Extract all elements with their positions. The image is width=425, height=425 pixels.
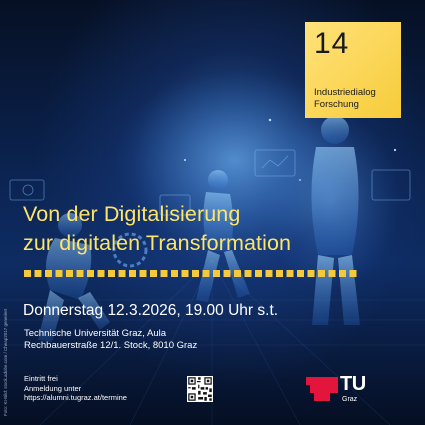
image-credit: Foto: KI-Bild: stock.adobe.com / Cheap20…	[3, 308, 8, 416]
series-label-line-1: Industriedialog	[314, 87, 376, 98]
divider-square	[297, 270, 304, 277]
divider-square	[66, 270, 73, 277]
divider-square	[150, 270, 157, 277]
divider-square	[223, 270, 231, 277]
divider-square	[24, 270, 31, 277]
divider-square	[276, 270, 283, 277]
divider-square	[213, 270, 220, 277]
divider-square	[160, 270, 168, 277]
divider-square	[339, 270, 346, 277]
registration-info: Eintritt frei Anmeldung unter https://al…	[24, 374, 127, 403]
event-title: Von der Digitalisierung zur digitalen Tr…	[23, 200, 403, 258]
divider-square	[328, 270, 336, 277]
divider-square	[34, 270, 42, 277]
divider-square	[202, 270, 210, 277]
divider-square	[349, 270, 357, 277]
divider-square	[108, 270, 115, 277]
venue-name: Technische Universität Graz, Aula	[24, 328, 167, 339]
divider-square	[255, 270, 262, 277]
divider-square	[97, 270, 105, 277]
tu-graz-text: Graz	[342, 396, 358, 403]
venue-address: Rechbauerstraße 12/1. Stock, 8010 Graz	[24, 340, 198, 351]
divider-square	[87, 270, 94, 277]
event-date-time: Donnerstag 12.3.2026, 19.00 Uhr s.t.	[23, 302, 279, 319]
registration-url[interactable]: https://alumni.tugraz.at/termine	[24, 393, 127, 402]
registration-text: Anmeldung unter	[24, 383, 82, 393]
divider-square	[318, 270, 325, 277]
series-label: Industriedialog Forschung	[314, 87, 376, 110]
divider-square	[118, 270, 126, 277]
divider-square	[139, 270, 147, 277]
divider-square	[76, 270, 84, 277]
admission-text: Eintritt frei	[24, 374, 58, 383]
event-title-line-2: zur digitalen Transformation	[23, 231, 292, 255]
event-title-line-1: Von der Digitalisierung	[23, 202, 241, 226]
tu-wordmark: TU	[340, 373, 366, 395]
divider-square	[129, 270, 136, 277]
divider-square	[234, 270, 241, 277]
event-venue: Technische Universität Graz, Aula Rechba…	[24, 328, 197, 352]
divider-square	[286, 270, 294, 277]
divider-square	[45, 270, 52, 277]
divider-square	[307, 270, 315, 277]
qr-code-icon[interactable]	[187, 376, 213, 402]
divider-square	[181, 270, 189, 277]
dotted-divider	[24, 270, 357, 277]
divider-square	[192, 270, 199, 277]
divider-square	[265, 270, 273, 277]
divider-square	[55, 270, 63, 277]
series-badge: 14 Industriedialog Forschung	[305, 22, 401, 118]
divider-square	[244, 270, 252, 277]
tu-graz-logo-icon	[306, 377, 338, 401]
series-number: 14	[314, 27, 350, 60]
divider-square	[171, 270, 178, 277]
series-label-line-2: Forschung	[314, 98, 359, 110]
